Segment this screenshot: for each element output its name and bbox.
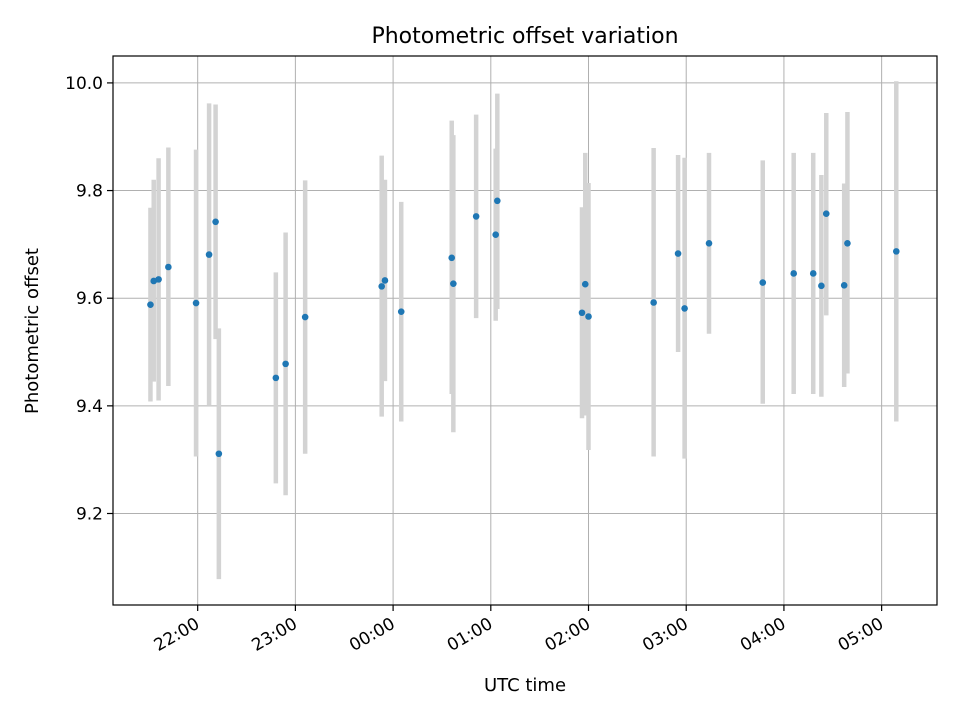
data-point (215, 450, 223, 458)
data-point (822, 210, 830, 218)
data-point (272, 374, 280, 382)
data-point (205, 251, 213, 258)
data-point (397, 308, 405, 315)
data-point (192, 299, 200, 307)
data-point (674, 250, 682, 257)
data-point (681, 305, 688, 312)
data-point (790, 270, 797, 277)
data-point (581, 280, 589, 288)
data-point (450, 280, 457, 287)
data-point (301, 313, 309, 321)
y-axis-ticks: 9.2 9.4 9.6 9.8 10.0 (65, 74, 113, 525)
data-points (147, 197, 900, 458)
data-point (448, 254, 456, 262)
y-tick-label: 10.0 (65, 74, 103, 94)
data-point (147, 301, 154, 308)
data-point (378, 283, 385, 290)
data-point (578, 309, 586, 317)
plot-frame (112, 55, 938, 606)
data-point (165, 263, 172, 271)
x-axis-label: UTC time (484, 675, 566, 696)
data-point (155, 276, 162, 283)
data-point (381, 277, 389, 284)
data-point (818, 282, 825, 290)
data-point (892, 248, 900, 255)
data-point (705, 240, 713, 247)
y-tick-label: 9.6 (76, 289, 103, 309)
y-tick-label: 9.4 (76, 397, 103, 417)
data-point (840, 281, 848, 289)
data-point (212, 218, 219, 226)
data-point (759, 279, 767, 286)
chart-title: Photometric offset variation (371, 24, 678, 49)
data-point (494, 197, 501, 205)
y-axis-label: Photometric offset (22, 248, 43, 414)
data-point (650, 299, 657, 306)
data-point (492, 231, 499, 238)
y-tick-label: 9.8 (76, 182, 103, 202)
y-tick-label: 9.2 (76, 505, 103, 525)
data-point (809, 270, 817, 277)
data-point (282, 360, 289, 368)
data-point (585, 313, 592, 320)
data-point (844, 240, 851, 247)
data-point (472, 213, 480, 220)
